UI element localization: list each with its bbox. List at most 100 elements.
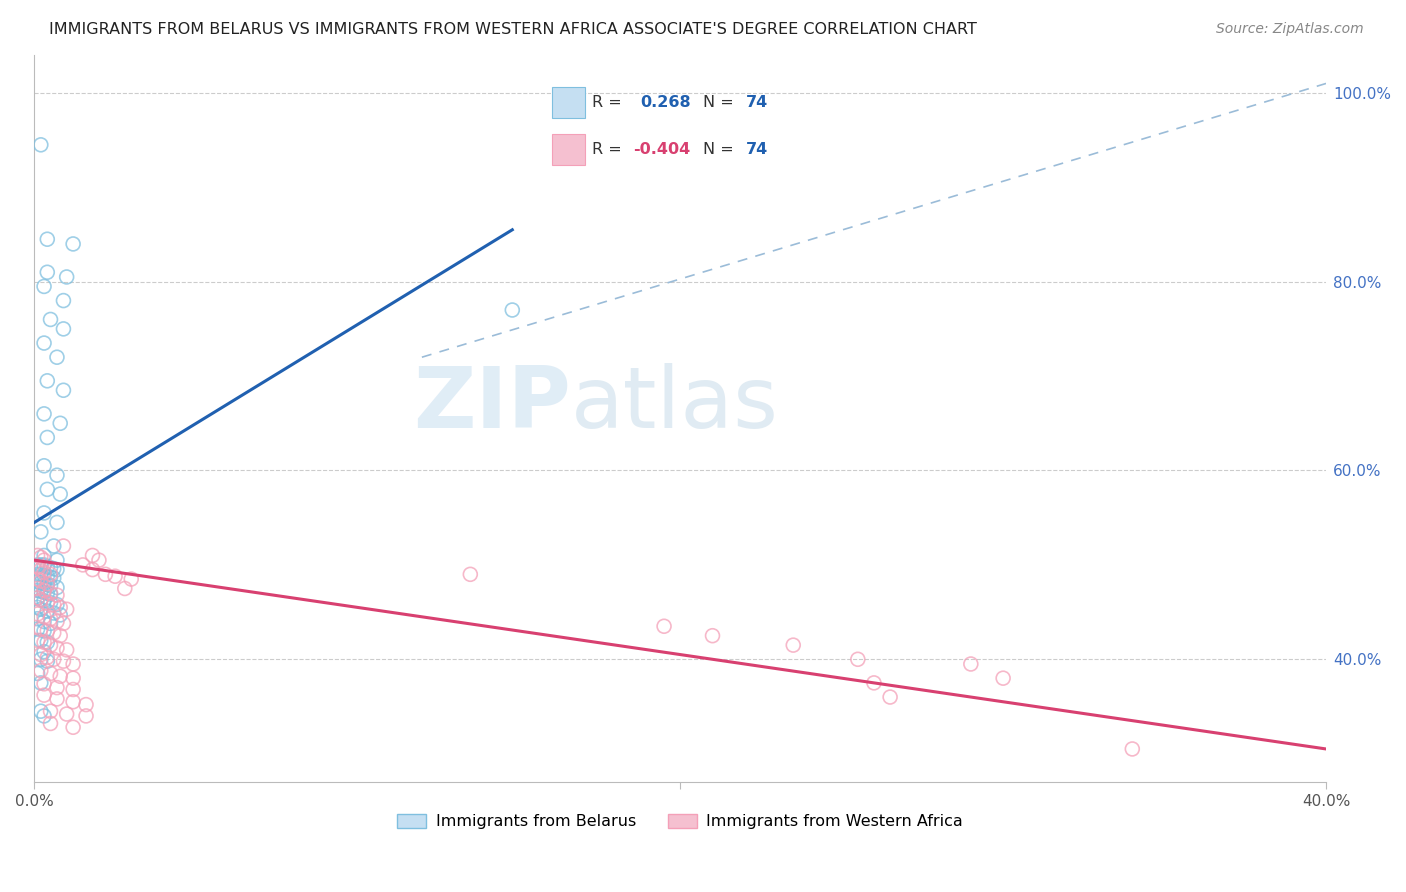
Point <box>30 648 52 662</box>
Point <box>32 609 55 624</box>
Point <box>52 539 75 553</box>
Point <box>879 690 901 704</box>
Point <box>46 681 69 695</box>
Point <box>32 688 55 702</box>
Point <box>30 652 52 666</box>
Point <box>62 657 84 671</box>
Point <box>42 562 65 576</box>
Point <box>32 583 55 598</box>
Point <box>42 652 65 666</box>
Point <box>75 698 97 712</box>
Text: Source: ZipAtlas.com: Source: ZipAtlas.com <box>1216 22 1364 37</box>
Point <box>27 582 49 596</box>
Point <box>46 615 69 629</box>
Point <box>62 720 84 734</box>
Point <box>30 622 52 636</box>
Point <box>32 506 55 520</box>
Point <box>62 671 84 685</box>
Point <box>27 549 49 563</box>
Point <box>27 633 49 648</box>
Point <box>46 598 69 612</box>
Point <box>49 600 72 615</box>
Point <box>114 582 136 596</box>
Point <box>30 563 52 577</box>
Point <box>39 716 62 731</box>
Point <box>32 558 55 572</box>
Text: ZIP: ZIP <box>413 362 571 445</box>
Point <box>42 598 65 612</box>
Point <box>991 671 1014 685</box>
Point <box>46 468 69 483</box>
Point <box>32 576 55 591</box>
Point <box>55 270 77 285</box>
Point <box>32 615 55 629</box>
Point <box>32 645 55 659</box>
Point <box>39 616 62 631</box>
Point <box>30 633 52 648</box>
Point <box>30 524 52 539</box>
Point <box>32 593 55 607</box>
Point <box>37 559 59 574</box>
Point <box>39 704 62 718</box>
Point <box>62 236 84 251</box>
Point <box>782 638 804 652</box>
Point <box>27 559 49 574</box>
Point <box>32 635 55 649</box>
Point <box>30 704 52 718</box>
Point <box>46 350 69 364</box>
Point <box>37 604 59 618</box>
Point <box>27 583 49 598</box>
Text: atlas: atlas <box>571 362 779 445</box>
Point <box>32 279 55 293</box>
Point <box>27 574 49 589</box>
Point <box>27 558 49 572</box>
Point <box>27 591 49 605</box>
Point <box>32 407 55 421</box>
Point <box>39 587 62 601</box>
Point <box>55 602 77 616</box>
Point <box>62 682 84 697</box>
Point <box>32 566 55 580</box>
Point <box>75 709 97 723</box>
Point <box>1121 742 1143 756</box>
Point <box>32 677 55 691</box>
Point <box>39 567 62 582</box>
Point <box>39 312 62 326</box>
Point <box>42 539 65 553</box>
Point <box>32 709 55 723</box>
Point <box>49 487 72 501</box>
Text: IMMIGRANTS FROM BELARUS VS IMMIGRANTS FROM WESTERN AFRICA ASSOCIATE'S DEGREE COR: IMMIGRANTS FROM BELARUS VS IMMIGRANTS FR… <box>49 22 977 37</box>
Point <box>82 549 104 563</box>
Point <box>32 458 55 473</box>
Point <box>39 579 62 593</box>
Point <box>27 612 49 626</box>
Point <box>32 585 55 599</box>
Point <box>32 336 55 351</box>
Point <box>120 572 142 586</box>
Point <box>960 657 983 671</box>
Point <box>32 624 55 638</box>
Point <box>37 576 59 591</box>
Point <box>30 602 52 616</box>
Point <box>30 592 52 607</box>
Point <box>37 374 59 388</box>
Point <box>37 569 59 583</box>
Point <box>37 586 59 600</box>
Point <box>42 571 65 585</box>
Point <box>62 695 84 709</box>
Point <box>46 588 69 602</box>
Point <box>37 635 59 649</box>
Point <box>46 563 69 577</box>
Point <box>37 430 59 444</box>
Point <box>460 567 482 582</box>
Point <box>49 417 72 431</box>
Point <box>46 553 69 567</box>
Point <box>30 592 52 607</box>
Point <box>49 629 72 643</box>
Point <box>27 666 49 681</box>
Point <box>39 586 62 600</box>
Point <box>49 669 72 683</box>
Point <box>501 303 523 318</box>
Point <box>52 616 75 631</box>
Point <box>55 706 77 721</box>
